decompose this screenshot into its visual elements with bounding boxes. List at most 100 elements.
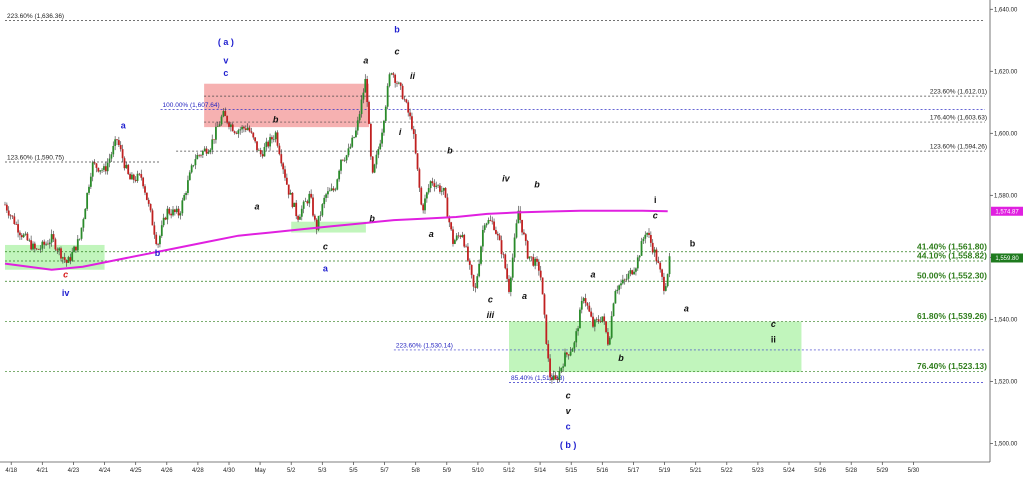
candle-body-332 [623,279,626,281]
wave-label-6: b [394,25,400,35]
candle-body-5 [13,216,16,225]
wave-label-2: c [223,68,228,78]
wave-label-25: b [618,353,624,363]
candle-body-263 [495,229,497,234]
x-tick-label-28: 5/29 [876,468,888,474]
candle-body-242 [455,235,458,241]
candle-body-239 [450,222,453,230]
candle-body-223 [420,187,423,205]
candle-body-296 [556,378,559,380]
candle-body-237 [446,197,449,217]
level-label-1: 123.60% (1,590.75) [7,155,64,162]
candle-body-294 [552,375,555,381]
x-tick-label-23: 5/22 [721,468,733,474]
candle-body-6 [15,224,18,225]
candle-body-267 [502,254,505,255]
last-price-box [991,253,1023,263]
candle-body-35 [69,257,72,261]
wave-label-29: a [684,304,689,314]
candle-body-342 [642,238,645,242]
wave-label-20: b [534,180,540,190]
level-label-9: 61.80% (1,539.26) [917,311,987,321]
candle-body-66 [127,164,130,175]
candle-body-141 [267,141,270,147]
candle-body-33 [65,260,68,263]
candle-body-64 [123,158,126,169]
wave-label-4: b [273,114,279,124]
candle-body-258 [485,223,488,226]
candle-body-220 [414,134,417,154]
candle-body-72 [138,173,141,175]
candle-body-269 [506,268,509,279]
candle-body-88 [168,208,171,214]
x-tick-label-2: 4/23 [68,468,80,474]
level-label-4: 176.40% (1,603.63) [930,115,987,122]
candle-body-105 [200,155,202,156]
candle-body-121 [229,124,232,127]
candle-body-43 [84,208,87,220]
candle-body-331 [621,279,624,284]
candle-body-17 [35,248,38,250]
candle-body-67 [129,174,131,180]
candle-body-315 [592,316,594,327]
candle-body-42 [82,219,85,228]
candle-body-333 [625,278,628,280]
candle-body-86 [164,217,167,220]
candle-body-280 [526,240,529,259]
candle-body-176 [332,188,335,191]
price-boxes: 1,574.87 1,559.80 [991,206,1023,263]
candle-body-40 [78,238,81,240]
candle-body-54 [104,166,107,172]
candle-body-328 [616,289,619,292]
candle-body-49 [95,163,98,168]
candle-body-306 [575,331,578,343]
wave-label-18: iv [62,288,70,298]
candle-body-152 [287,184,290,195]
candle-body-350 [657,261,660,263]
candle-body-8 [19,232,21,236]
candle-body-325 [610,316,613,338]
candle-body-2 [7,210,10,216]
candle-body-292 [549,358,551,378]
wave-label-22: iii [487,310,495,320]
candle-body-326 [612,303,615,317]
candle-body-117 [222,111,225,117]
candle-body-23 [47,243,49,245]
candle-body-203 [383,120,385,133]
candle-body-279 [524,234,527,241]
candle-body-212 [399,82,402,86]
x-tick-label-26: 5/26 [814,468,826,474]
candle-body-12 [26,233,29,241]
candle-body-241 [453,240,456,244]
candle-body-178 [336,179,339,190]
candle-body-188 [355,130,357,138]
candle-body-115 [218,124,221,127]
candle-body-148 [280,154,283,164]
level-label-8: 50.00% (1,552.30) [917,271,987,281]
candle-body-103 [196,155,199,160]
candle-body-285 [536,258,538,262]
candle-body-94 [179,213,182,216]
candle-body-140 [265,141,268,147]
candle-body-36 [71,252,74,261]
x-tick-label-7: 4/30 [223,468,235,474]
candle-body-345 [648,232,650,235]
candle-body-37 [73,246,75,253]
candle-body-81 [155,234,158,245]
candle-body-51 [99,170,102,172]
candle-body-351 [659,262,662,270]
candle-body-202 [381,132,383,144]
candle-body-104 [198,155,201,156]
candle-body-248 [467,246,469,261]
candle-body-303 [569,351,572,356]
candle-body-304 [571,348,574,352]
x-tick-label-18: 5/15 [565,468,577,474]
x-tick-label-20: 5/17 [628,468,640,474]
candle-body-85 [162,217,165,226]
candle-body-218 [411,116,413,130]
candle-body-271 [509,277,512,292]
candle-body-319 [599,321,602,322]
candle-body-44 [86,192,89,209]
wave-label-9: i [399,127,402,137]
candle-body-58 [112,145,115,155]
